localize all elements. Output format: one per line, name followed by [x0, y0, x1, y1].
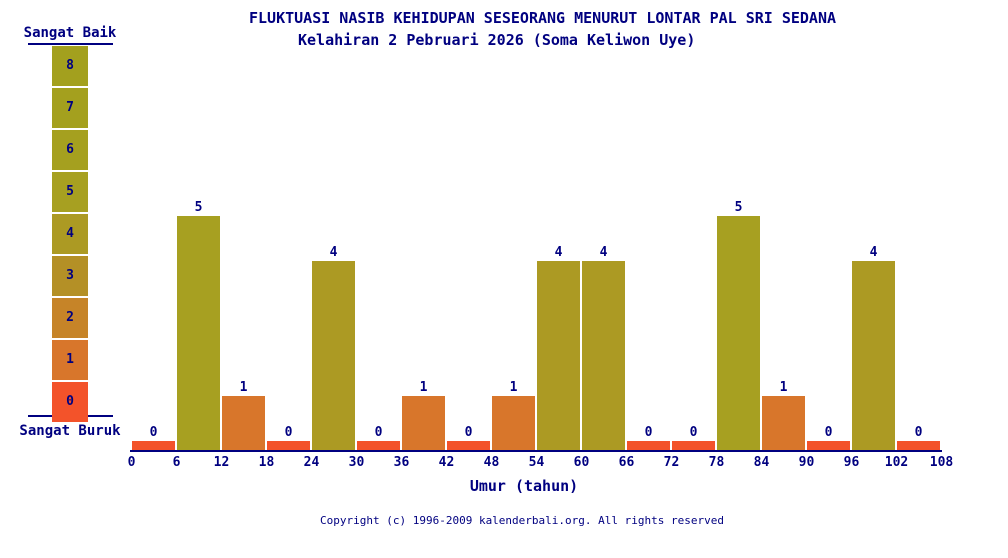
x-tick-label-90: 90	[798, 455, 815, 470]
legend-worst-label: Sangat Buruk	[19, 423, 121, 439]
bar-value-label: 1	[239, 380, 248, 395]
bar-value-label: 1	[509, 380, 518, 395]
bar-age-36-42	[402, 396, 445, 450]
bar-age-90-96	[807, 441, 850, 450]
legend-top-rule	[28, 43, 113, 45]
x-tick-label-42: 42	[438, 455, 455, 470]
bar-age-24-30	[312, 261, 355, 450]
bar-age-6-12	[177, 216, 220, 450]
bar-age-66-72	[627, 441, 670, 450]
bar-age-102-108	[897, 441, 940, 450]
x-tick-label-12: 12	[213, 455, 230, 470]
x-tick-label-108: 108	[929, 455, 954, 470]
legend-cell-7: 7	[52, 88, 88, 128]
bar-age-0-6	[132, 441, 175, 450]
legend-cell-5: 5	[52, 172, 88, 212]
x-tick-label-36: 36	[393, 455, 410, 470]
legend-best-label: Sangat Baik	[23, 25, 117, 41]
legend-cell-2: 2	[52, 298, 88, 338]
x-tick-label-30: 30	[348, 455, 365, 470]
bar-value-label: 1	[419, 380, 428, 395]
bar-value-label: 0	[374, 425, 383, 440]
x-tick-label-72: 72	[663, 455, 680, 470]
legend-cell-6: 6	[52, 130, 88, 170]
x-tick-label-60: 60	[573, 455, 590, 470]
bar-value-label: 4	[554, 245, 563, 260]
x-tick-label-24: 24	[303, 455, 320, 470]
bar-value-label: 0	[644, 425, 653, 440]
legend-cell-3: 3	[52, 256, 88, 296]
x-tick-label-96: 96	[843, 455, 860, 470]
bar-value-label: 0	[689, 425, 698, 440]
bar-value-label: 0	[464, 425, 473, 440]
x-tick-label-6: 6	[172, 455, 181, 470]
bar-value-label: 4	[329, 245, 338, 260]
bar-value-label: 0	[149, 425, 158, 440]
x-tick-label-54: 54	[528, 455, 545, 470]
x-tick-label-48: 48	[483, 455, 500, 470]
bar-age-42-48	[447, 441, 490, 450]
legend-cell-4: 4	[52, 214, 88, 254]
bar-age-60-66	[582, 261, 625, 450]
x-tick-label-18: 18	[258, 455, 275, 470]
legend-cell-1: 1	[52, 340, 88, 380]
x-tick-label-78: 78	[708, 455, 725, 470]
legend-cell-0: 0	[52, 382, 88, 422]
x-axis-title: Umur (tahun)	[469, 477, 579, 495]
copyright-text: Copyright (c) 1996-2009 kalenderbali.org…	[320, 514, 724, 527]
x-axis-line	[130, 450, 942, 452]
x-tick-label-102: 102	[884, 455, 909, 470]
x-tick-label-84: 84	[753, 455, 770, 470]
bar-age-48-54	[492, 396, 535, 450]
x-tick-label-66: 66	[618, 455, 635, 470]
bar-age-96-102	[852, 261, 895, 450]
bar-age-18-24	[267, 441, 310, 450]
bar-value-label: 0	[284, 425, 293, 440]
bar-value-label: 5	[734, 200, 743, 215]
bar-value-label: 0	[914, 425, 923, 440]
bar-value-label: 0	[824, 425, 833, 440]
bar-value-label: 1	[779, 380, 788, 395]
legend-cell-8: 8	[52, 46, 88, 86]
bar-age-30-36	[357, 441, 400, 450]
bar-age-78-84	[717, 216, 760, 450]
bar-value-label: 4	[869, 245, 878, 260]
bar-age-12-18	[222, 396, 265, 450]
bar-age-72-78	[672, 441, 715, 450]
page-title: FLUKTUASI NASIB KEHIDUPAN SESEORANG MENU…	[249, 9, 836, 27]
bar-age-84-90	[762, 396, 805, 450]
bar-value-label: 4	[599, 245, 608, 260]
bar-value-label: 5	[194, 200, 203, 215]
bar-age-54-60	[537, 261, 580, 450]
x-tick-label-0: 0	[127, 455, 136, 470]
page-subtitle: Kelahiran 2 Pebruari 2026 (Soma Keliwon …	[298, 31, 696, 49]
